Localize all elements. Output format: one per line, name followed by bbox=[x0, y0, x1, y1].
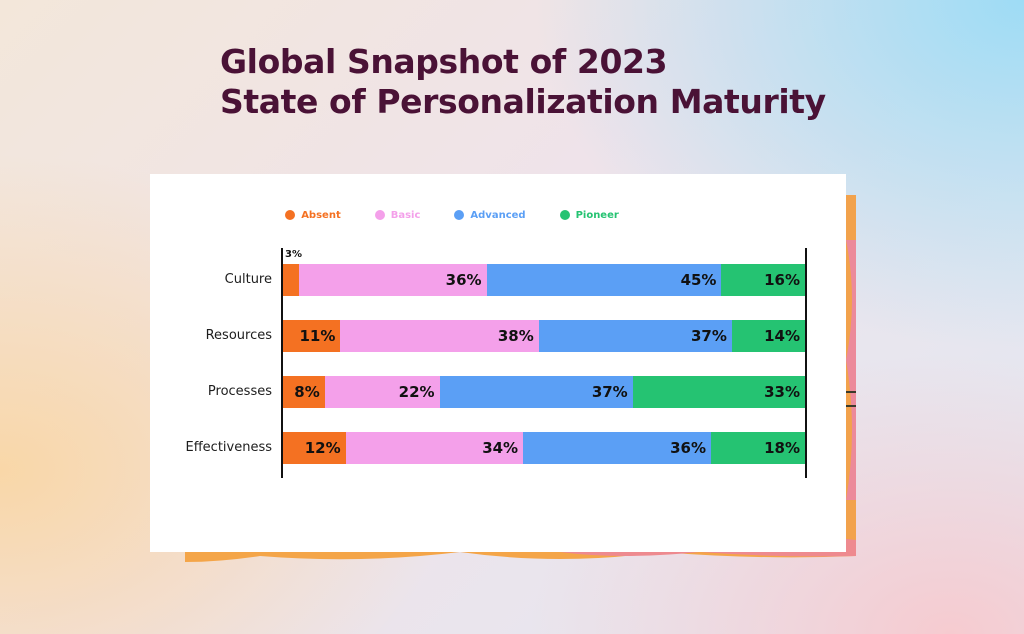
category-label: Processes bbox=[207, 384, 272, 399]
data-label: 16% bbox=[764, 271, 800, 289]
data-label: 45% bbox=[680, 271, 717, 289]
legend-item-absent: Absent bbox=[285, 210, 341, 221]
data-label: 33% bbox=[764, 383, 800, 401]
bar-segment-pioneer bbox=[711, 432, 805, 464]
data-label: 11% bbox=[299, 327, 336, 345]
legend-label: Basic bbox=[390, 209, 421, 221]
bar-segment-advanced bbox=[538, 320, 732, 352]
bar-segment-advanced bbox=[439, 376, 633, 408]
bar-segment-basic bbox=[324, 376, 440, 408]
data-label: 12% bbox=[304, 439, 341, 457]
data-label: 34% bbox=[482, 439, 519, 457]
back-paper-pink bbox=[846, 240, 856, 500]
data-label: 37% bbox=[690, 327, 727, 345]
legend-swatch bbox=[454, 210, 465, 220]
chart-paper bbox=[150, 174, 846, 552]
bar-segment-basic bbox=[298, 264, 487, 296]
data-label: 22% bbox=[398, 383, 435, 401]
data-label: 8% bbox=[294, 383, 320, 401]
bar-segment-advanced bbox=[523, 432, 712, 464]
data-label: 14% bbox=[764, 327, 800, 345]
bar-segment-pioneer bbox=[731, 320, 805, 352]
y-axis-right bbox=[805, 248, 807, 478]
bar-segment-absent bbox=[283, 432, 346, 464]
bar-segment-absent bbox=[283, 320, 341, 352]
bar-segment-pioneer bbox=[632, 376, 805, 408]
bar-segment-advanced bbox=[486, 264, 722, 296]
data-label: 38% bbox=[497, 327, 534, 345]
legend-item-pioneer: Pioneer bbox=[559, 209, 619, 221]
legend-swatch bbox=[374, 210, 385, 220]
legend-item-basic: Basic bbox=[374, 209, 421, 221]
data-label: 37% bbox=[591, 383, 628, 401]
legend-swatch bbox=[285, 210, 296, 220]
title-line-2: State of Personalization Maturity bbox=[220, 82, 826, 121]
bar-segment-absent bbox=[283, 264, 299, 296]
title-line-1: Global Snapshot of 2023 bbox=[220, 42, 668, 81]
bar-segment-pioneer bbox=[721, 264, 805, 296]
bar-segment-basic bbox=[340, 320, 539, 352]
data-label: 36% bbox=[670, 439, 707, 457]
legend-item-advanced: Advanced bbox=[454, 209, 526, 221]
y-axis-left bbox=[281, 248, 283, 478]
chart-legend: Absent Basic Advanced Pioneer bbox=[220, 204, 684, 226]
category-label: Resources bbox=[205, 328, 272, 343]
bar-segment-basic bbox=[345, 432, 524, 464]
category-label: Culture bbox=[224, 272, 272, 287]
data-label: 3% bbox=[285, 249, 302, 260]
legend-swatch bbox=[559, 210, 570, 220]
data-label: 18% bbox=[764, 439, 800, 457]
data-label: 36% bbox=[445, 271, 482, 289]
legend-label: Advanced bbox=[470, 209, 526, 221]
legend-label: Pioneer bbox=[575, 209, 619, 221]
bar-segment-absent bbox=[283, 376, 325, 408]
page-title: Global Snapshot of 2023 State of Persona… bbox=[220, 42, 826, 122]
category-label: Effectiveness bbox=[185, 440, 273, 455]
legend-label: Absent bbox=[301, 209, 341, 221]
